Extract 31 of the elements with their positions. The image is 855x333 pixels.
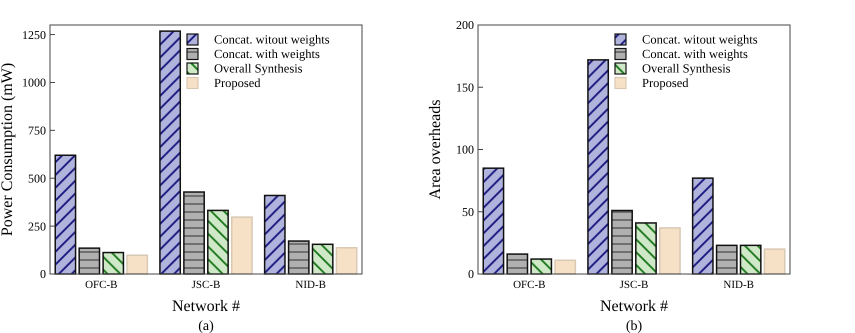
x-tick-label: NID-B	[723, 279, 754, 291]
legend-label: Concat. with weights	[214, 46, 320, 61]
legend-label: Concat. witout weights	[642, 32, 758, 46]
y-tick-label: 0	[468, 267, 474, 282]
y-tick-label: 1250	[22, 28, 46, 42]
y-axis-title: Power Consumption (mW)	[0, 62, 16, 236]
legend-label: Proposed	[214, 76, 262, 90]
y-tick-label: 750	[28, 124, 46, 138]
y-tick-label: 50	[462, 204, 474, 219]
y-axis-title: Area overheads	[427, 100, 444, 200]
y-tick-label: 500	[28, 171, 46, 186]
y-tick-label: 150	[456, 80, 474, 94]
x-axis-title: Network #	[600, 298, 668, 315]
legend-label: Overall Synthesis	[642, 61, 731, 76]
x-axis-title: Network #	[172, 298, 240, 315]
y-tick-label: 1000	[22, 76, 46, 90]
y-tick-label: 0	[40, 267, 46, 282]
x-tick-label: OFC-B	[85, 279, 118, 291]
y-tick-label: 100	[456, 142, 474, 157]
x-tick-label: JSC-B	[620, 279, 648, 291]
legend-label: Concat. witout weights	[214, 32, 330, 46]
x-tick-label: OFC-B	[513, 279, 546, 291]
y-tick-label: 200	[456, 18, 474, 32]
x-tick-label: NID-B	[295, 279, 326, 291]
y-tick-label: 250	[28, 219, 46, 234]
text: (b)	[626, 319, 642, 333]
legend-label: Overall Synthesis	[214, 61, 303, 76]
legend-label: Proposed	[642, 76, 690, 90]
legend-label: Concat. with weights	[642, 46, 748, 61]
text: (a)	[198, 319, 214, 333]
x-tick-label: JSC-B	[192, 279, 220, 291]
